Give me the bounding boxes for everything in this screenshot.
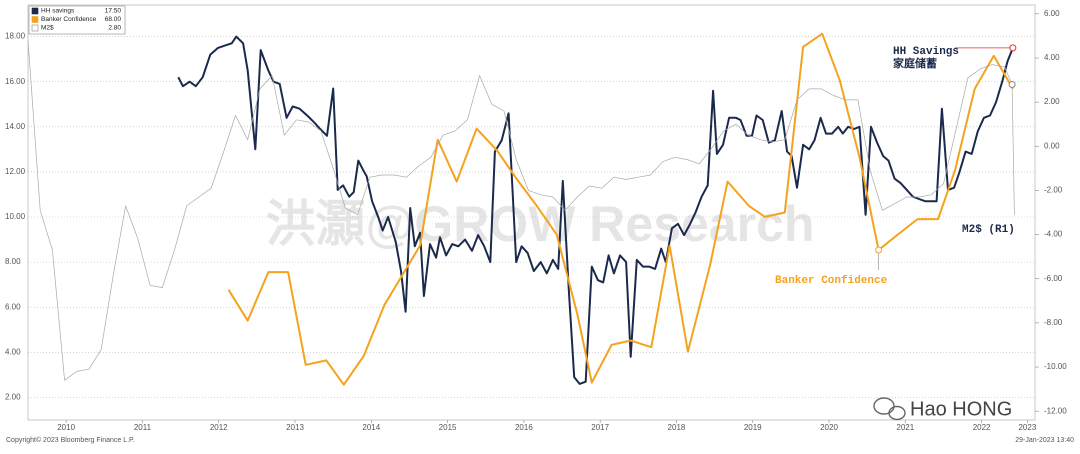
x-tick-label: 2023 (1018, 423, 1036, 432)
y-tick-label: 2.00 (5, 393, 21, 402)
highlight-marker (1008, 80, 1016, 88)
wechat-icon (873, 397, 906, 421)
brand: Hao HONG (910, 398, 1012, 420)
y2-tick-label: -8.00 (1044, 318, 1063, 327)
legend-value: 68.00 (105, 16, 122, 23)
x-tick-label: 2020 (820, 423, 838, 432)
x-tick-label: 2014 (362, 423, 380, 432)
legend-label: HH savings (41, 8, 75, 15)
x-tick-label: 2012 (210, 423, 228, 432)
y-tick-label: 14.00 (5, 122, 26, 131)
y2-tick-label: 6.00 (1044, 9, 1060, 18)
legend-swatch (31, 24, 39, 32)
plot-frame (27, 4, 1036, 421)
x-tick-label: 2021 (896, 423, 914, 432)
legend-swatch (31, 7, 39, 15)
series-line (177, 35, 1014, 385)
highlight-marker (875, 246, 883, 254)
x-tick-label: 2011 (134, 423, 152, 432)
timestamp: 29-Jan-2023 13:40 (1015, 437, 1074, 444)
annotation: M2$ (R1) (962, 224, 1015, 236)
y-tick-label: 12.00 (5, 167, 26, 176)
y2-tick-label: 4.00 (1044, 53, 1060, 62)
y2-tick-label: -6.00 (1044, 274, 1063, 283)
annotation: Banker Confidence (775, 275, 888, 287)
x-tick-label: 2017 (591, 423, 609, 432)
legend-label: Banker Confidence (41, 16, 97, 23)
legend-value: 2.80 (108, 25, 121, 32)
annotation: HH Savings (893, 46, 959, 58)
y-tick-label: 16.00 (5, 77, 26, 86)
x-tick-label: 2018 (668, 423, 686, 432)
x-tick-label: 2015 (439, 423, 457, 432)
x-tick-label: 2013 (286, 423, 304, 432)
highlight-marker (1009, 44, 1017, 52)
y2-tick-label: 2.00 (1044, 97, 1060, 106)
y2-tick-label: 0.00 (1044, 141, 1060, 150)
y2-tick-label: -10.00 (1044, 362, 1067, 371)
legend-value: 17.50 (105, 8, 122, 15)
y-tick-label: 4.00 (5, 347, 21, 356)
y2-tick-label: -2.00 (1044, 186, 1063, 195)
series-line (227, 32, 1014, 386)
watermark: 洪灝@GROW Research (266, 196, 815, 252)
y-tick-label: 6.00 (5, 302, 21, 311)
x-tick-label: 2022 (973, 423, 991, 432)
legend-swatch (31, 16, 39, 23)
y2-tick-label: -4.00 (1044, 230, 1063, 239)
copyright: Copyright© 2023 Bloomberg Finance L.P. (6, 436, 135, 444)
plot-layer: 2.00 4.00 6.00 8.00 10.00 12.00 14.00 16.00 18.0… (5, 9, 1067, 432)
y2-tick-label: -12.00 (1044, 406, 1067, 415)
series-line (27, 40, 1015, 381)
annotation: 家庭储蓄 (893, 56, 937, 71)
legend-label: M2$ (41, 25, 54, 32)
y-tick-label: 10.00 (5, 212, 26, 221)
y-tick-label: 18.00 (5, 32, 26, 41)
x-tick-label: 2010 (57, 423, 75, 432)
legend-box (28, 5, 126, 35)
x-tick-label: 2019 (744, 423, 762, 432)
y-tick-label: 8.00 (5, 257, 21, 266)
x-tick-label: 2016 (515, 423, 533, 432)
